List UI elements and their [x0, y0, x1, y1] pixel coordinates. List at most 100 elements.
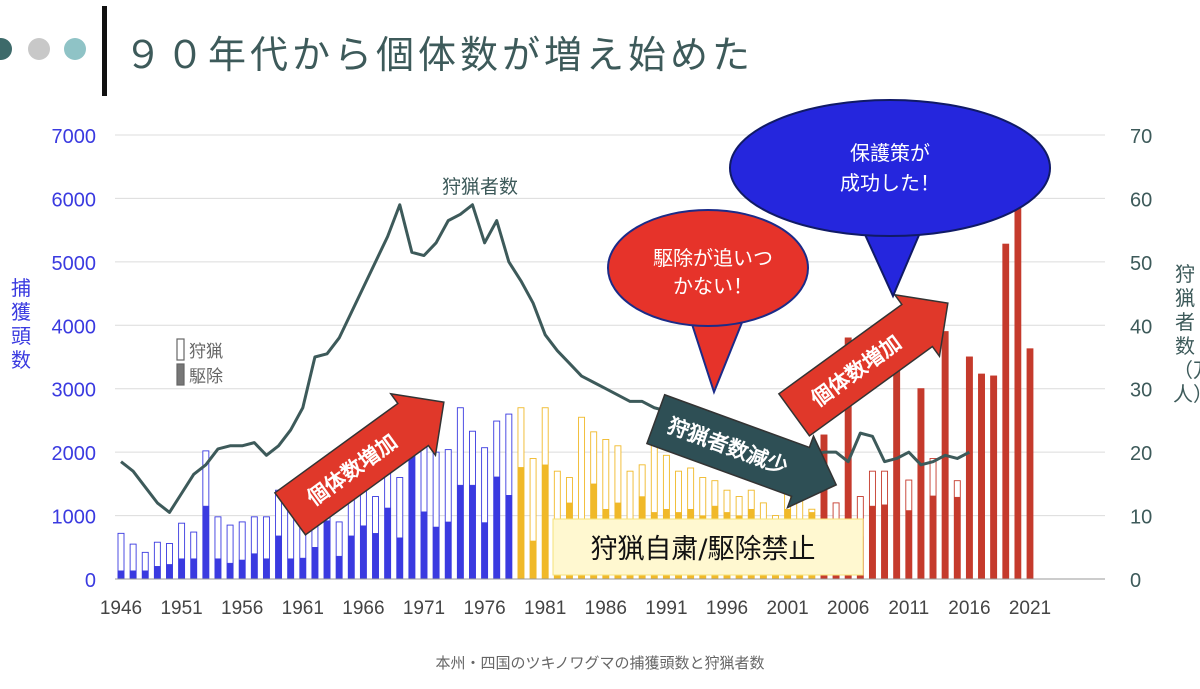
bubble-blue-joint [864, 222, 920, 232]
bar-cull [432, 526, 440, 580]
bar-cull [469, 484, 476, 580]
bar-cull [214, 558, 222, 580]
decor-dot-3 [64, 38, 86, 60]
bubble-red-tail [688, 316, 745, 395]
bar-cull [1026, 348, 1034, 580]
x-tick: 1956 [221, 598, 263, 619]
bar-cull [275, 535, 282, 580]
bar-cull [129, 570, 137, 580]
y-right-tick: 10 [1130, 507, 1152, 529]
bar-cull [481, 522, 488, 580]
chart-caption: 本州・四国のツキノワグマの捕獲頭数と狩猟者数 [435, 654, 765, 672]
y-right-tick: 50 [1130, 253, 1152, 275]
y-left-tick: 4000 [52, 316, 97, 338]
bar-cull [929, 495, 937, 580]
y-left-tick: 6000 [52, 189, 97, 211]
bar-cull [263, 558, 270, 580]
x-tick: 1971 [403, 598, 445, 619]
y-left-tick: 2000 [52, 443, 97, 465]
y-right-tick: 40 [1130, 316, 1152, 338]
legend-hunt-label: 狩猟 [189, 342, 223, 362]
bar-cull [226, 562, 234, 580]
bubble-blue [729, 99, 1051, 237]
bar-cull [348, 535, 355, 580]
bar-cull [335, 555, 343, 580]
y-left-axis-title: 捕獲頭数 [11, 276, 31, 372]
bar-cull [202, 505, 210, 580]
bar-cull [372, 533, 379, 580]
y-right-tick: 0 [1130, 570, 1141, 592]
bar-cull [311, 547, 319, 580]
y-right-tick: 70 [1130, 126, 1152, 148]
bar-cull [457, 484, 464, 580]
bar-cull [954, 496, 961, 580]
bar-cull [117, 570, 125, 580]
ban-period-box [552, 518, 864, 576]
y-left-tick: 7000 [52, 126, 97, 148]
bar-cull [360, 525, 367, 580]
bar-cull [1014, 172, 1022, 580]
legend-cull-swatch [176, 363, 185, 386]
x-tick: 1986 [585, 598, 627, 619]
bar-cull [869, 505, 876, 580]
x-tick: 2016 [948, 598, 990, 619]
x-tick: 1996 [706, 598, 748, 619]
bar-cull [541, 464, 549, 580]
bubble-red [607, 209, 809, 327]
x-tick: 2011 [888, 598, 929, 619]
bar-cull [966, 356, 973, 580]
title-divider [102, 6, 107, 96]
arrow-population-up-2-shape [777, 293, 949, 437]
bar-cull [238, 559, 246, 580]
bar-cull [493, 476, 500, 580]
bar-cull [978, 373, 985, 580]
y-left-tick: 1000 [52, 507, 97, 529]
bubble-red-joint [690, 312, 740, 322]
bar-cull [287, 558, 294, 580]
bar-cull [396, 537, 404, 580]
bar-cull [323, 520, 331, 580]
y-right-tick: 60 [1130, 189, 1152, 211]
arrow-population-up-2: 個体数増加 [777, 293, 949, 437]
x-tick: 1976 [463, 598, 505, 619]
y-right-tick: 20 [1130, 443, 1152, 465]
bar-cull [1002, 243, 1010, 580]
x-tick: 2006 [827, 598, 869, 619]
page-title: ９０年代から個体数が増え始めた [124, 33, 755, 77]
legend-hunt-swatch [176, 338, 185, 361]
bubble-red-line1: 駆除が追いつ [653, 246, 773, 270]
y-left-tick: 3000 [52, 380, 97, 402]
bar-cull [517, 467, 525, 580]
bubble-blue-line1: 保護策が [850, 141, 930, 165]
x-tick: 1991 [645, 598, 687, 619]
x-tick: 1951 [160, 598, 202, 619]
arrow-population-up-1-shape [273, 392, 445, 536]
x-tick: 1966 [342, 598, 384, 619]
bar-cull [154, 566, 161, 580]
bar-cull [529, 540, 537, 580]
hunter-count-line [120, 203, 971, 514]
x-tick: 1961 [282, 598, 324, 619]
y-right-tick: 30 [1130, 380, 1152, 402]
y-left-tick: 5000 [52, 253, 97, 275]
x-tick: 2001 [766, 598, 808, 619]
legend-cull-label: 駆除 [189, 367, 223, 387]
bar-cull [881, 504, 888, 580]
x-tick: 1981 [524, 598, 566, 619]
bar-cull [178, 558, 185, 580]
y-left-tick: 0 [85, 570, 96, 592]
bubble-red-line2: かない！ [673, 274, 753, 298]
x-tick: 1946 [100, 598, 142, 619]
x-tick: 2021 [1009, 598, 1051, 619]
decor-dot-2 [28, 38, 50, 60]
bar-cull [141, 570, 149, 580]
bar-cull [384, 507, 391, 580]
bar-cull [444, 521, 452, 580]
bar-cull [917, 388, 925, 580]
bar-cull [990, 375, 997, 580]
bar-cull [166, 564, 173, 580]
ban-period-label: 狩猟自粛/駆除禁止 [590, 534, 815, 565]
decor-dot-1 [0, 38, 12, 60]
bar-cull [190, 558, 197, 580]
